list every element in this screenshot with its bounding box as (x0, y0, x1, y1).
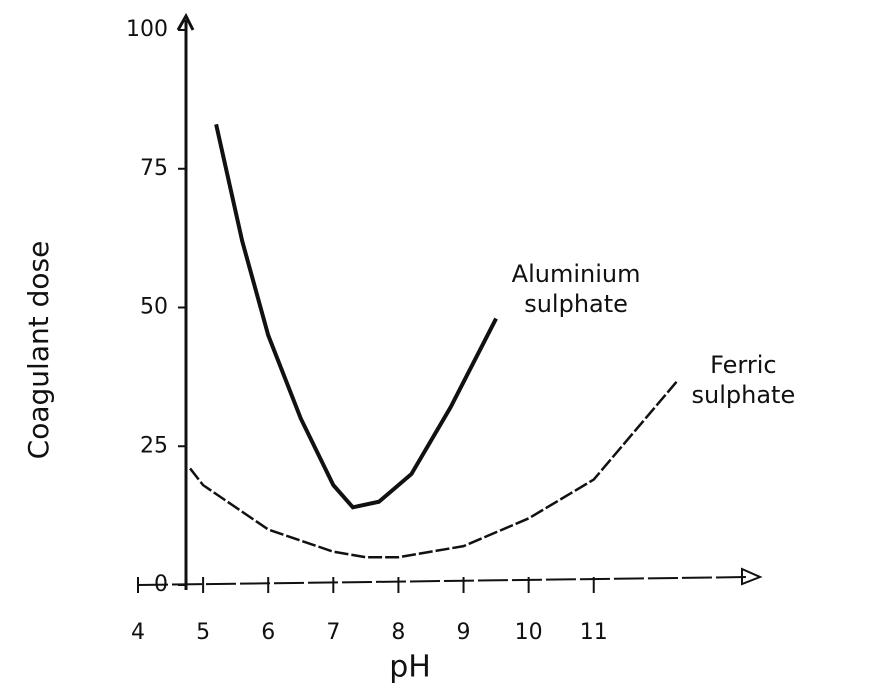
x-tick-label: 6 (261, 620, 275, 645)
x-tick-label: 8 (391, 620, 405, 645)
line (214, 123, 498, 510)
x-axis-label: pH (389, 650, 431, 685)
series-label: Aluminium sulphate (511, 259, 641, 318)
y-axis-arrow (176, 12, 195, 31)
series-label: Ferric sulphate (691, 350, 796, 409)
x-tick-label: 5 (196, 620, 210, 645)
y-tick-label: 0 (154, 572, 168, 597)
y-axis-label: Coagulant dose (22, 241, 55, 460)
y-tick-label: 50 (140, 295, 168, 320)
x-tick-label: 10 (515, 620, 543, 645)
line (189, 378, 680, 559)
x-axis-arrow (741, 567, 763, 586)
x-tick-label: 7 (326, 620, 340, 645)
y-tick-label: 100 (126, 17, 168, 42)
y-tick-label: 25 (140, 433, 168, 458)
y-tick-label: 75 (140, 156, 168, 181)
x-tick-label: 9 (457, 620, 471, 645)
x-tick-label: 11 (580, 620, 608, 645)
x-axis (137, 576, 751, 586)
x-tick-label: 4 (131, 620, 145, 645)
